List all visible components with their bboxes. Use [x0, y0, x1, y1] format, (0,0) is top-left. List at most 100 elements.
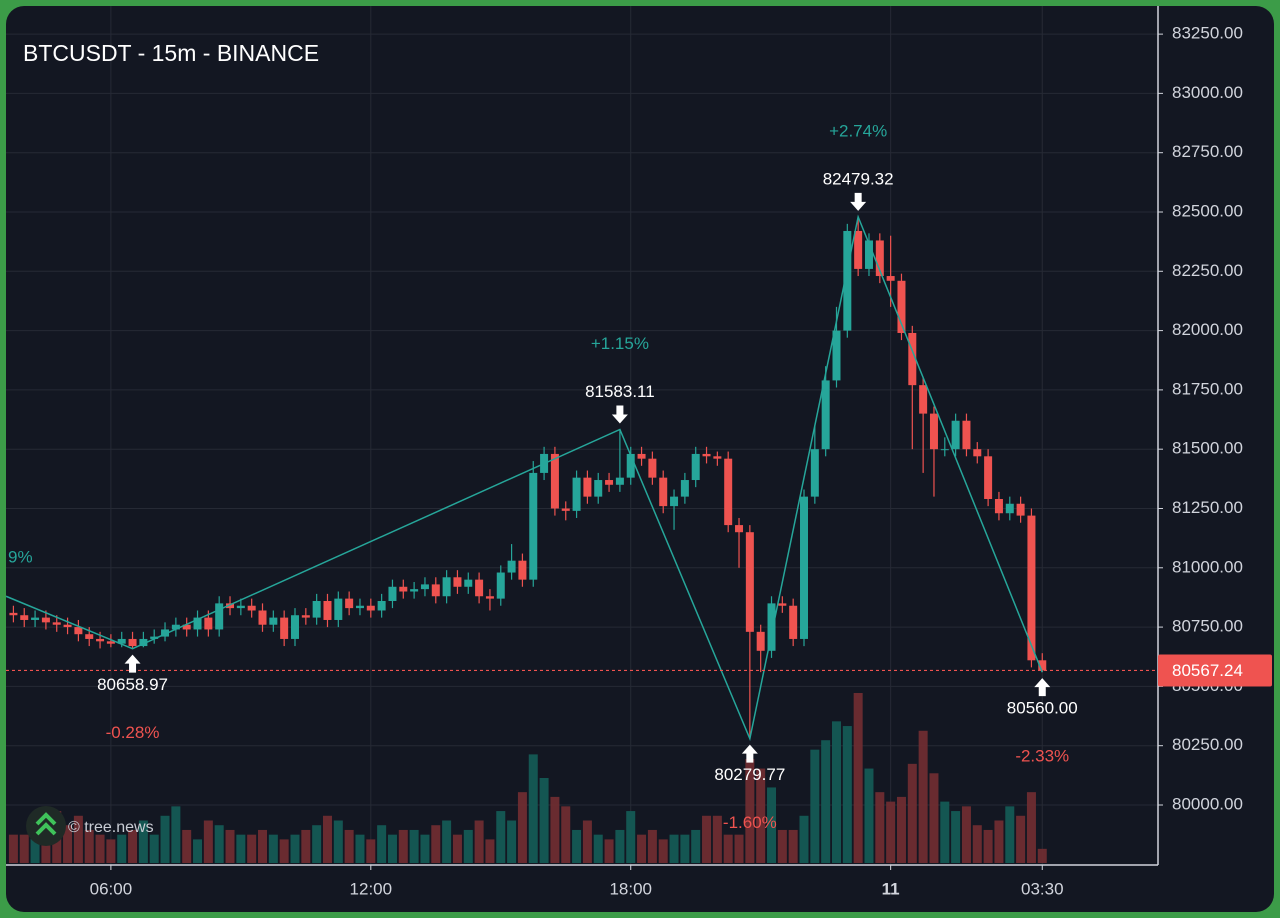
candle-body	[106, 641, 115, 644]
candle-body	[713, 456, 722, 459]
candle-body	[334, 598, 343, 620]
volume-bar	[517, 792, 527, 863]
pivot-change: -1.60%	[723, 813, 777, 832]
volume-bar	[561, 806, 571, 863]
volume-bar	[572, 829, 582, 863]
candle-body	[193, 617, 202, 630]
volume-bar	[171, 806, 181, 863]
volume-bar	[680, 834, 690, 863]
candle-body	[85, 634, 94, 639]
volume-bar	[236, 834, 246, 863]
volume-bar	[117, 834, 127, 863]
candle-body	[366, 605, 375, 611]
candle-body	[800, 496, 809, 639]
candle-body	[161, 629, 170, 637]
volume-bar	[788, 829, 798, 863]
candle-body	[247, 605, 256, 611]
pivot-arrow	[1034, 678, 1051, 697]
candle-body	[290, 615, 299, 639]
candle-body	[724, 458, 733, 526]
candle-body	[897, 280, 906, 333]
volume-bar	[961, 806, 971, 863]
candle-body	[940, 449, 949, 451]
zigzag-line	[6, 214, 1043, 742]
candle-body	[1005, 503, 1014, 514]
candle-body	[41, 617, 50, 623]
volume-bar	[507, 820, 517, 863]
volume-bar	[1026, 792, 1036, 863]
y-tick-label: 82250.00	[1172, 261, 1243, 280]
candle-body	[171, 624, 180, 630]
chart: 9% 80000.0080250.0080500.0080750.0081000…	[6, 6, 1272, 898]
volume-bar	[463, 829, 473, 863]
volume-bar	[73, 815, 83, 863]
candle-body	[388, 586, 397, 601]
candle-body	[680, 480, 689, 497]
watermark-text: © tree.news	[68, 819, 154, 836]
volume-bar	[279, 839, 289, 863]
candle-body	[96, 638, 105, 642]
y-tick-label: 80750.00	[1172, 617, 1243, 636]
candle-body	[951, 420, 960, 450]
candle-body	[74, 627, 83, 635]
volume-bar	[84, 829, 94, 863]
last-price-label: 80567.24	[1172, 661, 1243, 680]
volume-bar	[940, 801, 950, 863]
volume-bar	[1005, 806, 1015, 863]
candle-body	[984, 456, 993, 500]
pivot-arrow	[741, 744, 758, 763]
volume-bar	[398, 829, 408, 863]
volume-bar	[387, 834, 397, 863]
volume-bar	[907, 763, 917, 863]
volume-bar	[864, 768, 874, 863]
chart-frame: 9% 80000.0080250.0080500.0080750.0081000…	[6, 6, 1274, 912]
volume-bar	[301, 829, 311, 863]
candle-body	[626, 453, 635, 478]
candle-body	[117, 638, 126, 644]
last-price-box	[1158, 654, 1272, 687]
volume-bar	[247, 834, 257, 863]
volume-bar	[138, 820, 148, 863]
volume-bar	[290, 834, 300, 863]
volume-bar	[756, 768, 766, 863]
candle-body	[453, 577, 462, 587]
pivot-change: -0.28%	[106, 723, 160, 742]
volume-bar	[1037, 848, 1047, 863]
volume-bar	[366, 839, 376, 863]
volume-bar	[344, 829, 354, 863]
volume-bar	[702, 815, 712, 863]
candle-body	[962, 420, 971, 450]
candle-body	[139, 638, 148, 647]
volume-bar	[734, 834, 744, 863]
volume-bar	[972, 825, 982, 863]
volume-bar	[604, 839, 614, 863]
candle-body	[648, 458, 657, 478]
volume-bar	[128, 829, 138, 863]
volume-bar	[626, 811, 636, 863]
volume-bar	[431, 825, 441, 863]
y-tick-label: 83000.00	[1172, 83, 1243, 102]
candle-body	[20, 615, 29, 620]
volume-bar	[918, 730, 928, 863]
x-tick-label: 18:00	[609, 879, 652, 898]
candle-body	[323, 600, 332, 620]
candle-body	[485, 596, 494, 599]
y-tick-label: 81500.00	[1172, 439, 1243, 458]
candle-body	[637, 453, 646, 459]
pivot-change: 9%	[8, 547, 33, 566]
candle-body	[615, 477, 624, 485]
volume-bar	[496, 811, 506, 863]
pivot-price-label: 80279.77	[714, 765, 785, 784]
candle-body	[399, 586, 408, 592]
volume-bar	[777, 829, 787, 863]
candle-body	[215, 603, 224, 630]
x-tick-label: 11	[882, 879, 900, 898]
volume-bar	[615, 829, 625, 863]
candle-body	[518, 560, 527, 580]
watermark: © tree.news	[26, 806, 154, 846]
candle-body	[150, 636, 159, 639]
candle-body	[854, 230, 863, 269]
candle-body	[886, 276, 895, 281]
volume-bar	[312, 825, 322, 863]
candle-body	[767, 603, 776, 651]
